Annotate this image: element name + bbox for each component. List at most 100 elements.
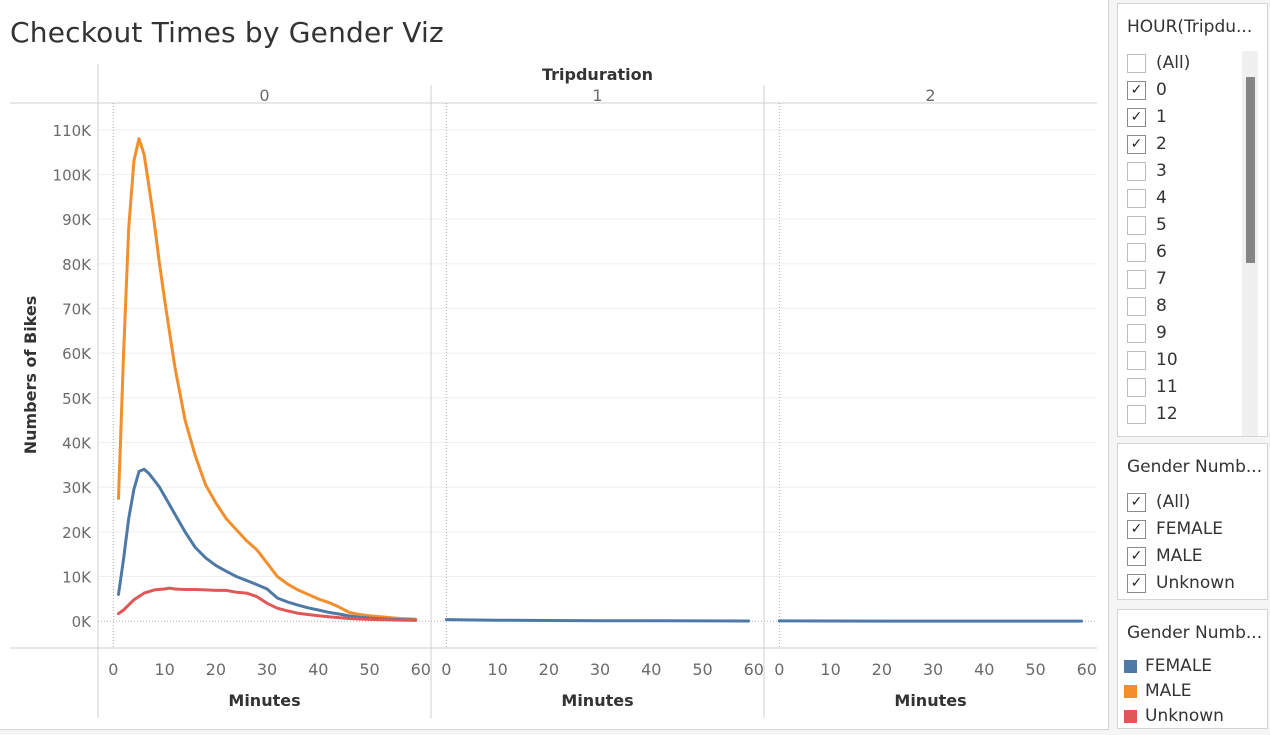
filter-item[interactable]: ✓ FEMALE: [1127, 517, 1223, 541]
legend-label: FEMALE: [1145, 656, 1213, 676]
filter-item[interactable]: 10: [1127, 348, 1178, 372]
legend-swatch: [1124, 709, 1137, 723]
x-tick-label: 10: [820, 660, 840, 679]
filter-item[interactable]: 7: [1127, 267, 1167, 291]
y-tick-label: 80K: [62, 256, 92, 274]
checkbox-checked-icon[interactable]: ✓: [1127, 519, 1146, 539]
x-tick-label: 40: [974, 660, 994, 679]
series-line-unknown: [117, 586, 418, 622]
filter-item-label: 7: [1156, 269, 1167, 289]
filter-item-label: MALE: [1156, 546, 1203, 566]
y-tick-label: 50K: [62, 390, 92, 408]
page-title: Checkout Times by Gender Viz: [10, 16, 444, 49]
x-tick-label: 20: [539, 660, 559, 679]
checkbox-icon[interactable]: [1127, 296, 1146, 316]
checkbox-icon[interactable]: [1127, 53, 1146, 73]
gender-legend-title: Gender Numb...: [1127, 623, 1263, 643]
x-axis-label: Minutes: [228, 691, 300, 710]
line-chart: Tripduration 0K 10K 20K 30K 40K 50K 60K 70K 80K 90…: [10, 64, 1097, 718]
series-line-female: [444, 618, 751, 623]
x-tick-label: 60: [744, 660, 764, 679]
filter-item[interactable]: 12: [1127, 402, 1178, 426]
checkbox-icon[interactable]: [1127, 188, 1146, 208]
panel-header-label: 2: [925, 86, 935, 105]
filter-item-label: Unknown: [1156, 573, 1235, 593]
x-tick-label: 0: [108, 660, 118, 679]
x-tick-label: 50: [359, 660, 379, 679]
checkbox-icon[interactable]: [1127, 161, 1146, 181]
chart-canvas: Checkout Times by Gender Viz Tripduratio…: [0, 0, 1109, 730]
checkbox-icon[interactable]: [1127, 350, 1146, 370]
checkbox-icon[interactable]: [1127, 269, 1146, 289]
checkbox-checked-icon[interactable]: ✓: [1127, 134, 1146, 154]
x-tick-label: 10: [487, 660, 507, 679]
filter-item-label: FEMALE: [1156, 519, 1224, 539]
panel-header-label: 0: [259, 86, 269, 105]
legend-label: MALE: [1145, 681, 1192, 701]
checkbox-checked-icon[interactable]: ✓: [1127, 107, 1146, 127]
filter-item-label: 11: [1156, 377, 1178, 397]
filter-item[interactable]: 6: [1127, 240, 1167, 264]
y-axis-label: Numbers of Bikes: [21, 296, 40, 455]
y-tick-label: 10K: [62, 569, 92, 587]
hour-filter-title: HOUR(Tripdu...: [1127, 17, 1253, 37]
checkbox-icon[interactable]: [1127, 323, 1146, 343]
legend-item[interactable]: FEMALE: [1124, 655, 1212, 677]
checkbox-checked-icon[interactable]: ✓: [1127, 573, 1146, 593]
checkbox-icon[interactable]: [1127, 404, 1146, 424]
panel-header-label: 1: [592, 86, 602, 105]
y-tick-label: 70K: [62, 300, 92, 318]
hour-filter-scrollbar[interactable]: [1242, 51, 1258, 436]
checkbox-icon[interactable]: [1127, 215, 1146, 235]
filter-item-label: 2: [1156, 134, 1167, 154]
checkbox-checked-icon[interactable]: ✓: [1127, 492, 1146, 512]
filter-item[interactable]: ✓ 1: [1127, 105, 1167, 129]
filter-item[interactable]: (All): [1127, 51, 1190, 75]
filter-item[interactable]: ✓ (All): [1127, 490, 1190, 514]
checkbox-checked-icon[interactable]: ✓: [1127, 80, 1146, 100]
filter-item-label: (All): [1156, 492, 1191, 512]
x-tick-label: 40: [308, 660, 328, 679]
filter-item[interactable]: ✓ MALE: [1127, 544, 1203, 568]
checkbox-checked-icon[interactable]: ✓: [1127, 546, 1146, 566]
filter-item-label: 1: [1156, 107, 1167, 127]
x-tick-label: 60: [411, 660, 431, 679]
legend-swatch: [1124, 659, 1137, 673]
x-axis-label: Minutes: [561, 691, 633, 710]
y-tick-label: 40K: [62, 435, 92, 453]
x-tick-label: 30: [590, 660, 610, 679]
x-tick-label: 20: [872, 660, 892, 679]
checkbox-icon[interactable]: [1127, 377, 1146, 397]
filter-item[interactable]: ✓ Unknown: [1127, 571, 1235, 595]
filter-item[interactable]: ✓ 0: [1127, 78, 1167, 102]
legend-item[interactable]: MALE: [1124, 680, 1192, 702]
x-axis-label: Minutes: [894, 691, 966, 710]
filter-item[interactable]: 3: [1127, 159, 1167, 183]
series-line-male: [117, 137, 418, 621]
filter-item[interactable]: 5: [1127, 213, 1167, 237]
y-tick-label: 100K: [53, 166, 93, 184]
filter-item-label: 5: [1156, 215, 1167, 235]
filter-item-label: 3: [1156, 161, 1167, 181]
filter-item[interactable]: 4: [1127, 186, 1167, 210]
scrollbar-thumb[interactable]: [1246, 77, 1255, 263]
filter-item[interactable]: 9: [1127, 321, 1167, 345]
y-tick-label: 90K: [62, 211, 92, 229]
hour-filter-card: HOUR(Tripdu... (All) ✓ 0 ✓ 1 ✓ 2 3 4 5 6 7 8 9 10 11 12: [1117, 3, 1268, 437]
x-tick-label: 50: [692, 660, 712, 679]
y-tick-label: 30K: [62, 479, 92, 497]
y-tick-label: 60K: [62, 345, 92, 363]
y-tick-label: 110K: [53, 122, 93, 140]
legend-swatch: [1124, 684, 1137, 698]
checkbox-icon[interactable]: [1127, 242, 1146, 262]
filter-item-label: 12: [1156, 404, 1178, 424]
x-tick-label: 0: [441, 660, 451, 679]
filter-item-label: (All): [1156, 53, 1191, 73]
filter-item[interactable]: 11: [1127, 375, 1178, 399]
filter-item[interactable]: 8: [1127, 294, 1167, 318]
y-tick-label: 20K: [62, 524, 92, 542]
filter-item-label: 0: [1156, 80, 1167, 100]
legend-item[interactable]: Unknown: [1124, 705, 1224, 727]
filter-item[interactable]: ✓ 2: [1127, 132, 1167, 156]
x-tick-label: 0: [774, 660, 784, 679]
